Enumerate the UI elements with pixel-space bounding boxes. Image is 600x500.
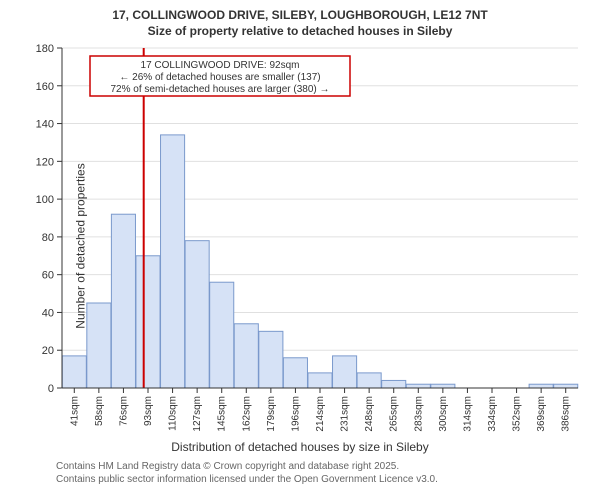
svg-text:314sqm: 314sqm	[462, 396, 473, 432]
svg-text:300sqm: 300sqm	[438, 396, 449, 432]
svg-text:93sqm: 93sqm	[143, 396, 154, 426]
title-sub: Size of property relative to detached ho…	[0, 24, 600, 38]
footer-line-1: Contains HM Land Registry data © Crown c…	[56, 460, 600, 473]
svg-text:40: 40	[42, 307, 54, 319]
svg-text:20: 20	[42, 345, 54, 357]
svg-text:120: 120	[36, 156, 54, 168]
svg-text:60: 60	[42, 270, 54, 282]
y-axis-label: Number of detached properties	[74, 163, 88, 328]
chart-area: Number of detached properties 0 20 40 60 80 1…	[0, 38, 600, 454]
svg-text:196sqm: 196sqm	[290, 396, 301, 432]
svg-text:248sqm: 248sqm	[364, 396, 375, 432]
svg-text:162sqm: 162sqm	[241, 396, 252, 432]
svg-text:352sqm: 352sqm	[512, 396, 523, 432]
svg-text:140: 140	[36, 119, 54, 131]
footer: Contains HM Land Registry data © Crown c…	[56, 460, 600, 486]
svg-text:231sqm: 231sqm	[340, 396, 351, 432]
svg-text:334sqm: 334sqm	[487, 396, 498, 432]
svg-text:17 COLLINGWOOD DRIVE: 92sqm: 17 COLLINGWOOD DRIVE: 92sqm	[141, 60, 300, 71]
svg-text:265sqm: 265sqm	[389, 396, 400, 432]
x-axis-label: Distribution of detached houses by size …	[0, 440, 600, 454]
svg-text:80: 80	[42, 232, 54, 244]
title-main: 17, COLLINGWOOD DRIVE, SILEBY, LOUGHBORO…	[0, 8, 600, 22]
svg-text:76sqm: 76sqm	[118, 396, 129, 426]
svg-text:386sqm: 386sqm	[561, 396, 572, 432]
svg-text:100: 100	[36, 194, 54, 206]
svg-text:110sqm: 110sqm	[168, 396, 179, 431]
svg-text:214sqm: 214sqm	[315, 396, 326, 432]
svg-text:160: 160	[36, 81, 54, 93]
svg-text:58sqm: 58sqm	[94, 396, 105, 426]
histogram-svg: 0 20 40 60 80 100 120 140 160 180 41sqm 58sqm 76sqm 9…	[0, 38, 600, 438]
svg-text:← 26% of detached houses are s: ← 26% of detached houses are smaller (13…	[119, 72, 320, 83]
svg-text:127sqm: 127sqm	[192, 396, 203, 432]
svg-text:72% of semi-detached houses ar: 72% of semi-detached houses are larger (…	[110, 84, 329, 95]
svg-text:283sqm: 283sqm	[413, 396, 424, 432]
svg-text:41sqm: 41sqm	[69, 396, 80, 426]
svg-text:0: 0	[48, 383, 54, 395]
svg-text:145sqm: 145sqm	[217, 396, 228, 432]
svg-text:369sqm: 369sqm	[536, 396, 547, 432]
svg-text:180: 180	[36, 43, 54, 55]
footer-line-2: Contains public sector information licen…	[56, 473, 600, 486]
svg-text:179sqm: 179sqm	[266, 396, 277, 432]
